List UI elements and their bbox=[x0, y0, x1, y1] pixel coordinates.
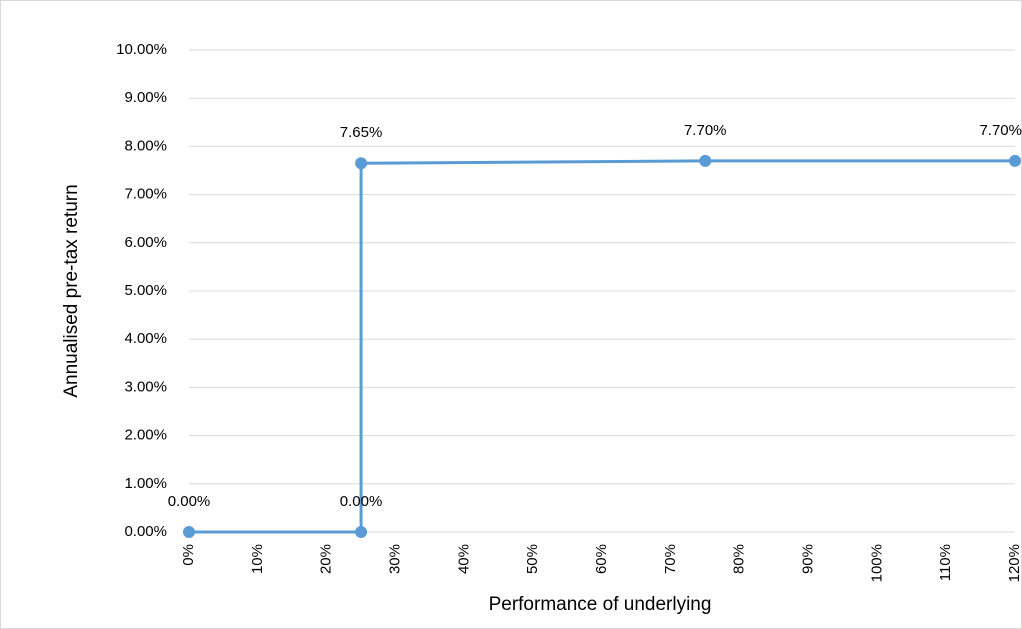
data-label: 0.00% bbox=[168, 493, 211, 510]
y-tick-label: 5.00% bbox=[124, 282, 167, 299]
data-point bbox=[355, 526, 368, 538]
data-label: 7.70% bbox=[979, 122, 1022, 139]
y-tick-label: 8.00% bbox=[124, 137, 167, 154]
x-tick-label: 20% bbox=[318, 544, 335, 574]
y-tick-label: 0.00% bbox=[124, 523, 167, 540]
x-tick-label: 80% bbox=[731, 544, 748, 574]
data-point bbox=[699, 154, 712, 167]
y-tick-label: 6.00% bbox=[124, 234, 167, 251]
y-axis-title: Annualised pre-tax return bbox=[61, 184, 82, 397]
x-tick-label: 60% bbox=[593, 544, 610, 574]
data-label: 0.00% bbox=[340, 493, 383, 510]
x-tick-label: 90% bbox=[799, 544, 816, 574]
x-tick-label: 10% bbox=[249, 544, 266, 574]
y-tick-label: 1.00% bbox=[124, 475, 167, 492]
y-tick-label: 9.00% bbox=[124, 89, 167, 106]
y-tick-label: 4.00% bbox=[124, 330, 167, 347]
x-tick-label: 110% bbox=[937, 544, 954, 581]
x-tick-label: 120% bbox=[1006, 544, 1022, 582]
x-tick-label: 50% bbox=[524, 544, 541, 574]
x-tick-label: 0% bbox=[180, 544, 197, 566]
y-tick-label: 3.00% bbox=[124, 378, 167, 395]
y-tick-label: 7.00% bbox=[124, 186, 167, 203]
data-label: 7.70% bbox=[684, 122, 727, 139]
x-axis-title: Performance of underlying bbox=[489, 594, 712, 615]
x-tick-label: 100% bbox=[868, 544, 885, 582]
x-tick-label: 30% bbox=[386, 544, 403, 574]
x-tick-label: 70% bbox=[662, 544, 679, 574]
data-point bbox=[1009, 154, 1021, 167]
data-label: 7.65% bbox=[340, 124, 383, 141]
data-point bbox=[183, 526, 195, 538]
y-tick-label: 10.00% bbox=[116, 41, 167, 58]
data-point bbox=[355, 157, 368, 170]
x-tick-label: 40% bbox=[455, 544, 472, 574]
y-tick-label: 2.00% bbox=[124, 427, 167, 444]
